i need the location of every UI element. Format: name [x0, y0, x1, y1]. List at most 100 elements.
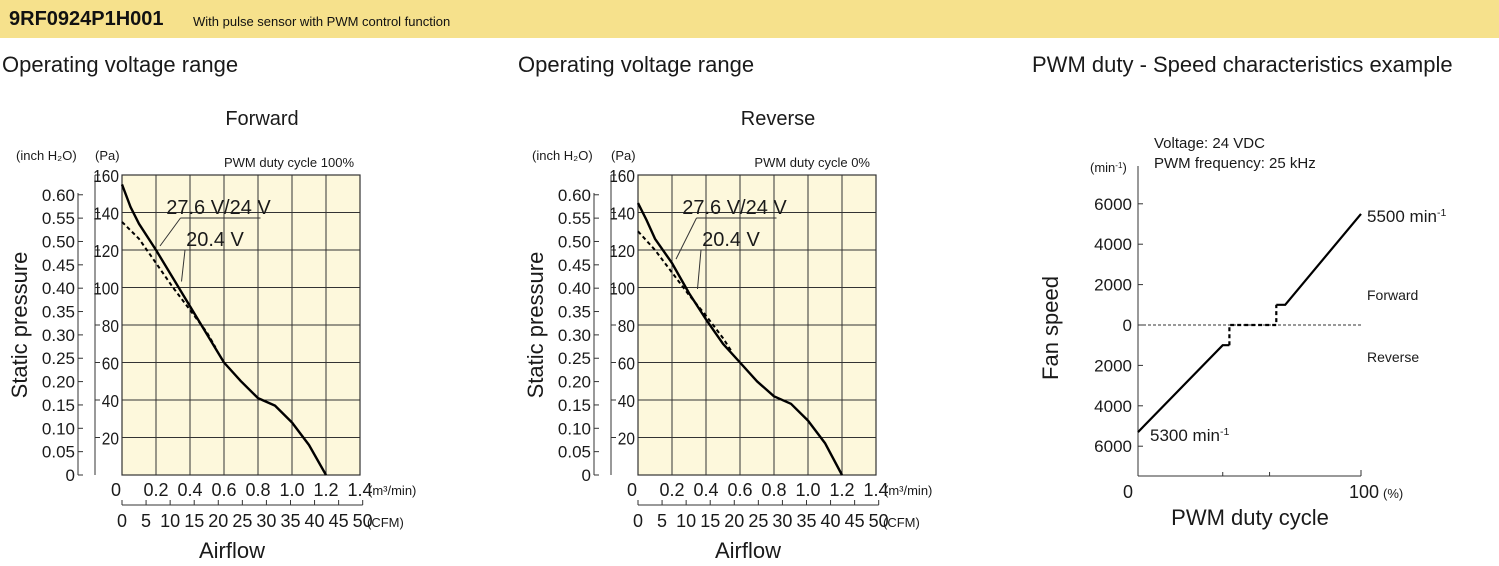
- c0-duty-annotation: PWM duty cycle 100%: [224, 155, 354, 170]
- c1-x-tick-label: 0.8: [761, 480, 786, 500]
- c1-cfm-tick-label: 35: [796, 511, 816, 531]
- c2-voltage-annotation: Voltage: 24 VDC: [1154, 135, 1265, 152]
- c0-y-axis-label: Static pressure: [7, 252, 32, 399]
- c2-forward-label: Forward: [1367, 287, 1418, 303]
- c2-reverse-label: Reverse: [1367, 349, 1419, 365]
- c0-callout-leader-0: [159, 217, 181, 247]
- c0-inch-tick-label: 0.45: [42, 256, 75, 275]
- c1-series-1: [637, 230, 733, 352]
- c2-forward-end-label: 5500 min-1: [1367, 207, 1446, 226]
- c1-cfm-tick-label: 0: [633, 511, 643, 531]
- c0-cfm-tick-label: 50: [353, 511, 373, 531]
- c0-pa-tick-label: 160: [93, 166, 119, 186]
- c2-x-tick-label: 100: [1349, 482, 1379, 502]
- c0-pa-tick-label: 100: [93, 278, 119, 298]
- c1-x-tick-label: 1.4: [863, 480, 888, 500]
- c1-callout-leader-1: [697, 249, 702, 290]
- c0-x-tick-label: 1.0: [279, 480, 304, 500]
- c1-inch-tick-label: 0.45: [558, 256, 591, 275]
- c0-x-tick-label: 0.4: [177, 480, 202, 500]
- c1-series-label-1: 20.4 V: [702, 229, 760, 251]
- c1-series-0: [636, 202, 844, 476]
- c1-x-tick-label: 0.4: [693, 480, 718, 500]
- c1-x-tick-label: 0: [627, 480, 637, 500]
- c2-y-tick-label: 0: [1123, 316, 1132, 335]
- c0-pa-tick-label: 140: [93, 203, 119, 223]
- c1-cfm-tick-label: 40: [821, 511, 841, 531]
- c1-inch-tick-label: 0.10: [558, 419, 591, 438]
- c2-series-2: [1276, 213, 1362, 306]
- c1-cfm-tick-label: 50: [869, 511, 889, 531]
- c1-x-tick-label: 1.0: [795, 480, 820, 500]
- c2-series-1: [1228, 304, 1278, 346]
- c1-inch-tick-label: 0.30: [558, 326, 591, 345]
- c0-x-axis-label: Airflow: [199, 538, 265, 563]
- c1-inch-tick-label: 0.25: [558, 349, 591, 368]
- c2-y-tick-label: 6000: [1094, 195, 1132, 214]
- c0-inch-unit-label: (inch H₂O): [16, 148, 77, 163]
- c1-inch-unit-label: (inch H₂O): [532, 148, 593, 163]
- c0-inch-tick-label: 0.15: [42, 396, 75, 415]
- c0-cfm-tick-label: 45: [329, 511, 349, 531]
- c0-cfm-tick-label: 30: [256, 511, 276, 531]
- c1-callout-leader-0: [675, 217, 697, 260]
- c0-x-tick-label: 0.8: [245, 480, 270, 500]
- section-title-pwm: PWM duty - Speed characteristics example: [1032, 52, 1453, 77]
- c0-cfm-tick-label: 15: [184, 511, 204, 531]
- c1-pa-tick-label: 160: [609, 166, 635, 186]
- c0-x-tick-label: 1.4: [347, 480, 372, 500]
- c1-pa-tick-label: 140: [609, 203, 635, 223]
- c1-pa-tick-label: 80: [618, 316, 635, 336]
- c1-plot-frame: [637, 174, 877, 476]
- c2-frequency-annotation: PWM frequency: 25 kHz: [1154, 155, 1316, 172]
- c0-pa-tick-label: 80: [102, 316, 119, 336]
- c0-x-tick-label: 0.6: [211, 480, 236, 500]
- c1-cfm-tick-label: 5: [657, 511, 667, 531]
- c1-cfm-tick-label: 15: [700, 511, 720, 531]
- c0-x-tick-label: 0: [111, 480, 121, 500]
- c0-inch-tick-label: 0.55: [42, 209, 75, 228]
- c1-inch-tick-label: 0.20: [558, 373, 591, 392]
- c1-cfm-tick-label: 25: [748, 511, 768, 531]
- c1-pa-tick-label: 100: [609, 278, 635, 298]
- c0-plot-frame: [121, 174, 361, 476]
- c1-pa-tick-label: 120: [609, 241, 635, 261]
- c0-inch-tick-label: 0.25: [42, 349, 75, 368]
- c0-inch-tick-label: 0.10: [42, 419, 75, 438]
- c0-inch-tick-label: 0.60: [42, 186, 75, 205]
- c1-inch-tick-label: 0.50: [558, 232, 591, 251]
- c1-inch-tick-label: 0.35: [558, 303, 591, 322]
- c1-pa-tick-label: 60: [618, 353, 635, 373]
- c0-chart-title: Forward: [225, 108, 298, 130]
- c1-y-axis-label: Static pressure: [523, 252, 548, 399]
- c0-inch-tick-label: 0.40: [42, 279, 75, 298]
- c0-pa-tick-label: 60: [102, 353, 119, 373]
- c0-x-unit-label: (m³/min): [368, 483, 416, 498]
- c0-series-label-0: 27.6 V/24 V: [166, 197, 271, 219]
- section-title-reverse: Operating voltage range: [518, 52, 755, 77]
- c2-y-axis-label: Fan speed: [1038, 276, 1063, 380]
- c1-inch-tick-label: 0.40: [558, 279, 591, 298]
- c2-y-tick-label: 2000: [1094, 356, 1132, 375]
- c1-x-tick-label: 1.2: [829, 480, 854, 500]
- c1-x-tick-label: 0.2: [659, 480, 684, 500]
- c1-duty-annotation: PWM duty cycle 0%: [754, 155, 870, 170]
- c0-x-tick-label: 1.2: [313, 480, 338, 500]
- c1-chart-title: Reverse: [741, 108, 815, 130]
- c0-cfm-tick-label: 20: [208, 511, 228, 531]
- c0-cfm-tick-label: 40: [305, 511, 325, 531]
- c1-x-tick-label: 0.6: [727, 480, 752, 500]
- c2-reverse-end-label: 5300 min-1: [1150, 426, 1229, 445]
- c1-cfm-tick-label: 45: [845, 511, 865, 531]
- c1-inch-tick-label: 0.60: [558, 186, 591, 205]
- c2-y-unit-label: (min-1): [1090, 160, 1127, 175]
- c2-x-axis-label: PWM duty cycle: [1171, 505, 1329, 530]
- c2-x-tick-label: 0: [1123, 482, 1133, 502]
- c1-inch-tick-label: 0.15: [558, 396, 591, 415]
- c0-series-1: [121, 221, 217, 348]
- c2-series-0: [1137, 344, 1230, 433]
- c0-inch-tick-label: 0.50: [42, 232, 75, 251]
- c0-pa-unit-label: (Pa): [95, 148, 120, 163]
- c2-y-tick-label: 6000: [1094, 437, 1132, 456]
